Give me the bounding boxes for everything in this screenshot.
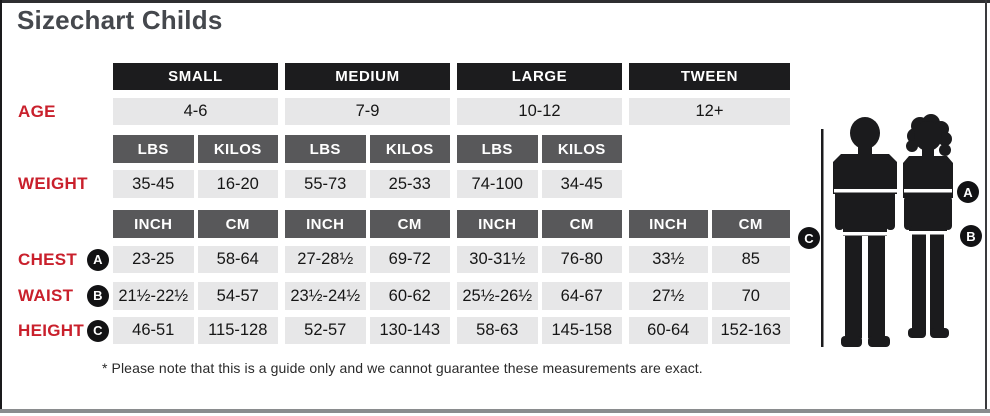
waist-inch-tween: 27½	[629, 282, 708, 310]
waist-measure-line	[837, 232, 895, 236]
chest-marker-a-badge: A	[87, 248, 109, 271]
figure-chest-a-badge: A	[957, 181, 979, 203]
frame-border-right	[985, 0, 987, 409]
row-label-waist-text: WAIST	[18, 285, 74, 305]
bottom-divider-bar	[0, 409, 990, 413]
age-large: 10-12	[457, 98, 622, 125]
chest-inch-large: 30-31½	[457, 246, 538, 273]
height-cm-small: 115-128	[197, 317, 278, 344]
chest-measure-line	[834, 189, 898, 193]
child-silhouettes-figure	[821, 114, 953, 347]
waist-inch-large: 25½-26½	[457, 282, 538, 310]
unit-header-cm-tween: CM	[711, 210, 790, 238]
unit-header-kilos-small: KILOS	[197, 135, 278, 163]
chest-cm-medium: 69-72	[369, 246, 450, 273]
height-inch-medium: 52-57	[285, 317, 366, 344]
frame-border-top	[0, 0, 990, 3]
row-label-chest-text: CHEST	[18, 249, 78, 269]
height-row: 46-51 115-128 52-57 130-143 58-63 145-15…	[113, 317, 790, 344]
unit-header-lbs-large: LBS	[457, 135, 538, 163]
chest-cm-large: 76-80	[541, 246, 622, 273]
age-row: 4-6 7-9 10-12 12+	[113, 98, 790, 125]
unit-header-kilos-large: KILOS	[541, 135, 622, 163]
waist-row: 21½-22½ 54-57 23½-24½ 60-62 25½-26½ 64-6…	[113, 282, 790, 310]
weight-lbs-small: 35-45	[113, 170, 194, 198]
height-inch-large: 58-63	[457, 317, 538, 344]
unit-header-lbs-small: LBS	[113, 135, 194, 163]
weight-lbs-large: 74-100	[457, 170, 538, 198]
waist-cm-tween: 70	[711, 282, 790, 310]
chest-row: 23-25 58-64 27-28½ 69-72 30-31½ 76-80 33…	[113, 246, 790, 273]
row-label-chest: CHEST A	[18, 246, 109, 273]
age-tween: 12+	[629, 98, 790, 125]
waist-cm-small: 54-57	[197, 282, 278, 310]
waist-inch-small: 21½-22½	[113, 282, 194, 310]
height-measure-line	[821, 129, 824, 347]
waist-cm-medium: 60-62	[369, 282, 450, 310]
measure-units-row: INCH CM INCH CM INCH CM INCH CM	[113, 210, 790, 238]
weight-kilos-large: 34-45	[541, 170, 622, 198]
unit-header-inch-tween: INCH	[629, 210, 708, 238]
waist-inch-medium: 23½-24½	[285, 282, 366, 310]
unit-header-cm-small: CM	[197, 210, 278, 238]
chest-cm-tween: 85	[711, 246, 790, 273]
height-cm-medium: 130-143	[369, 317, 450, 344]
weight-lbs-medium: 55-73	[285, 170, 366, 198]
row-label-weight-text: WEIGHT	[18, 173, 88, 193]
unit-header-inch-medium: INCH	[285, 210, 366, 238]
chest-cm-small: 58-64	[197, 246, 278, 273]
figure-waist-b-badge: B	[960, 225, 982, 247]
size-header-large: LARGE	[457, 63, 622, 90]
weight-row: 35-45 16-20 55-73 25-33 74-100 34-45	[113, 170, 622, 198]
weight-kilos-medium: 25-33	[369, 170, 450, 198]
age-small: 4-6	[113, 98, 278, 125]
disclaimer-note: * Please note that this is a guide only …	[102, 360, 703, 376]
weight-units-row: LBS KILOS LBS KILOS LBS KILOS	[113, 135, 622, 163]
row-label-weight: WEIGHT	[18, 170, 109, 197]
row-label-waist: WAIST B	[18, 282, 109, 309]
chest-inch-medium: 27-28½	[285, 246, 366, 273]
unit-header-lbs-medium: LBS	[285, 135, 366, 163]
waist-marker-b-badge: B	[87, 284, 109, 307]
page-title: Sizechart Childs	[17, 5, 223, 35]
height-cm-large: 145-158	[541, 317, 622, 344]
row-label-age-text: AGE	[18, 101, 56, 121]
row-label-height-text: HEIGHT	[18, 320, 85, 340]
waist-cm-large: 64-67	[541, 282, 622, 310]
unit-header-cm-medium: CM	[369, 210, 450, 238]
unit-header-inch-small: INCH	[113, 210, 194, 238]
height-cm-tween: 152-163	[711, 317, 790, 344]
weight-kilos-small: 16-20	[197, 170, 278, 198]
size-header-medium: MEDIUM	[285, 63, 450, 90]
height-inch-tween: 60-64	[629, 317, 708, 344]
figure-height-c-badge: C	[798, 227, 820, 249]
unit-header-inch-large: INCH	[457, 210, 538, 238]
chest-inch-small: 23-25	[113, 246, 194, 273]
age-medium: 7-9	[285, 98, 450, 125]
unit-header-kilos-medium: KILOS	[369, 135, 450, 163]
size-header-small: SMALL	[113, 63, 278, 90]
height-marker-c-badge: C	[87, 319, 109, 342]
row-label-age: AGE	[18, 98, 109, 125]
chest-inch-tween: 33½	[629, 246, 708, 273]
frame-border-left	[0, 0, 2, 409]
row-label-height: HEIGHT C	[18, 317, 109, 344]
size-header-tween: TWEEN	[629, 63, 790, 90]
height-inch-small: 46-51	[113, 317, 194, 344]
unit-header-cm-large: CM	[541, 210, 622, 238]
size-header-row: SMALL MEDIUM LARGE TWEEN	[113, 63, 790, 90]
